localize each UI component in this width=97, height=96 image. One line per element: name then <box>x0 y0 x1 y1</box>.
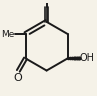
Text: O: O <box>13 73 22 83</box>
Text: Me: Me <box>1 30 14 38</box>
Text: OH: OH <box>80 53 95 63</box>
